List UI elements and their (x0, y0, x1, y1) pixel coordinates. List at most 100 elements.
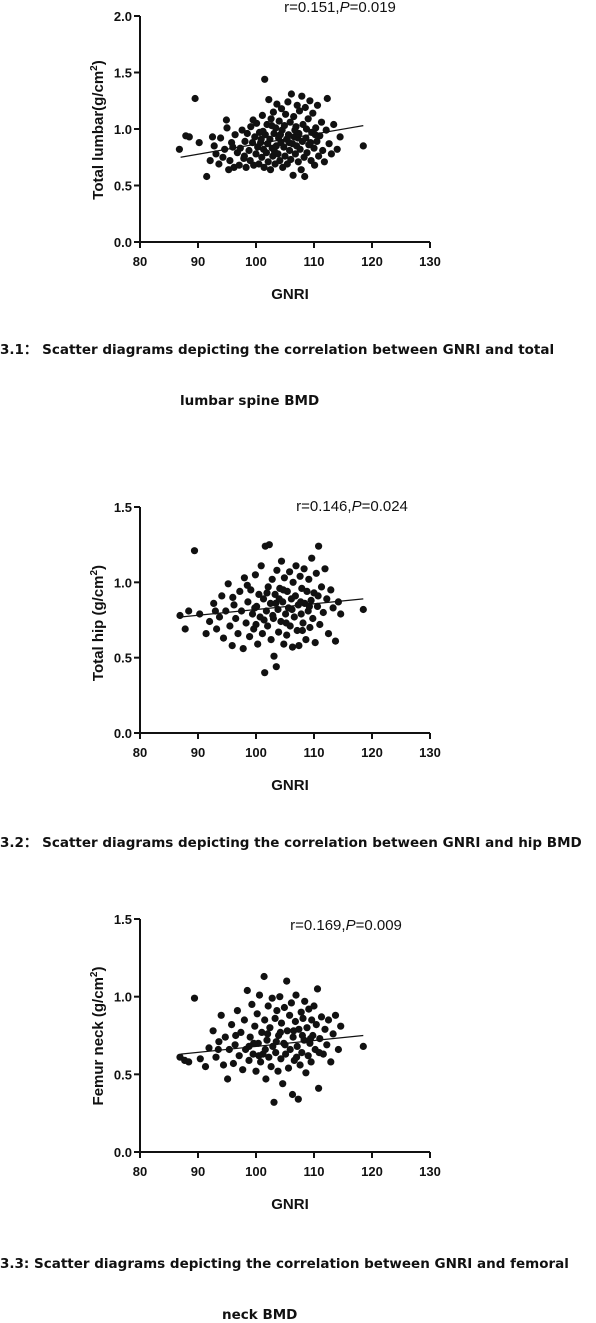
chart-3-data-point-67 (289, 1033, 297, 1041)
chart-1-data-point-64 (276, 157, 284, 165)
chart-3-data-point-50 (273, 1007, 281, 1015)
chart-2-data-point-19 (236, 587, 244, 595)
chart-1-data-point-11 (219, 153, 227, 161)
chart-3-data-point-28 (249, 1050, 257, 1058)
chart-3-data-point-82 (304, 1052, 312, 1060)
chart-1-data-point-63 (275, 117, 283, 125)
chart-1-data-point-60 (273, 100, 281, 108)
chart-2-data-point-80 (302, 636, 310, 644)
chart-3-data-point-20 (237, 1028, 245, 1036)
chart-3-data-point-106 (232, 1031, 240, 1040)
chart-1-data-point-107 (309, 109, 317, 117)
chart-2-data-point-98 (324, 630, 333, 638)
chart-3-data-point-39 (262, 1075, 270, 1083)
chart-3-data-point-103 (337, 1022, 345, 1030)
chart-2-data-point-23 (242, 619, 250, 627)
chart-3-data-point-90 (312, 1021, 320, 1029)
chart-1-data-point-4 (195, 139, 203, 147)
chart-2-data-point-18 (234, 630, 242, 638)
chart-2-data-point-1 (181, 625, 189, 633)
chart-2-data-point-74 (296, 572, 304, 580)
chart-1-data-point-111 (313, 137, 321, 145)
chart-3-data-point-53 (276, 993, 284, 1001)
chart-2-data-point-49 (272, 663, 280, 671)
chart-2-data-point-117 (282, 619, 290, 627)
chart-1-x-tick-label-2: 100 (245, 254, 267, 269)
chart-2-data-point-11 (219, 634, 228, 642)
chart-1-data-point-141 (306, 139, 315, 147)
chart-1-data-point-134 (285, 139, 293, 147)
chart-1-data-point-42 (260, 163, 268, 171)
chart-2-y-tick-label-3: 1.5 (114, 500, 132, 515)
chart-2-x-axis-title: GNRI (271, 777, 309, 794)
chart-2-data-point-83 (305, 575, 313, 583)
chart-3-data-point-93 (316, 1035, 324, 1043)
chart-1-data-point-52 (267, 115, 275, 123)
chart-3-data-point-25 (245, 1056, 253, 1064)
chart-3-data-point-72 (294, 1095, 302, 1103)
chart-2-data-point-96 (321, 565, 329, 573)
chart-1-y-tick-label-4: 2.0 (114, 9, 132, 24)
chart-2-data-point-97 (323, 595, 331, 603)
chart-1-data-point-10 (217, 134, 225, 142)
chart-2-data-point-92 (315, 542, 323, 550)
chart-3-data-point-47 (270, 1098, 278, 1106)
chart-1-x-tick-label-0: 80 (133, 254, 147, 269)
chart-1-y-tick-label-3: 1.5 (114, 66, 132, 81)
chart-3-data-point-116 (261, 1045, 269, 1054)
chart-1-data-point-104 (306, 97, 314, 105)
chart-2-data-point-42 (265, 541, 273, 549)
figure-caption-3-3: 3.3: Scatter diagrams depicting the corr… (0, 1256, 596, 1323)
chart-2-regression-line (180, 598, 364, 618)
chart-3-data-point-13 (224, 1075, 232, 1083)
chart-2-data-point-36 (259, 595, 268, 603)
chart-3-data-point-99 (327, 1058, 335, 1066)
chart-1-x-tick-label-1: 90 (191, 254, 205, 269)
chart-2-data-point-67 (289, 578, 297, 586)
chart-3-data-point-91 (313, 985, 322, 993)
chart-2-data-point-66 (288, 643, 297, 651)
chart-3-data-point-15 (228, 1021, 236, 1029)
chart-3-data-point-33 (255, 991, 264, 999)
chart-3-data-point-102 (334, 1045, 342, 1054)
chart-2-data-point-37 (261, 669, 269, 677)
chart-1-data-point-71 (281, 152, 289, 160)
chart-3-data-point-80 (302, 1069, 310, 1077)
chart-3-data-point-79 (301, 997, 309, 1005)
chart-2-data-point-45 (268, 575, 276, 583)
chart-3-data-point-101 (331, 1011, 340, 1019)
chart-2-data-point-81 (303, 587, 311, 595)
chart-1-data-point-101 (303, 149, 311, 157)
chart-3-correlation-annotation: r=0.169,P=0.009 (290, 917, 402, 934)
chart-2-data-point-59 (282, 610, 290, 618)
chart-1-data-point-132 (268, 122, 276, 130)
chart-1-data-point-138 (271, 148, 279, 156)
chart-2-data-point-35 (258, 630, 266, 638)
chart-3-data-point-11 (219, 1061, 228, 1069)
chart-3-y-tick-label-3: 1.5 (114, 912, 132, 927)
chart-2-data-point-8 (213, 625, 221, 633)
chart-1-data-point-108 (310, 144, 318, 152)
chart-2-data-point-10 (218, 592, 226, 600)
caption-3-3-line-2: neck BMD (222, 1307, 298, 1323)
chart-1-data-point-129 (240, 152, 248, 160)
chart-1-data-point-24 (241, 137, 249, 145)
chart-2-data-point-16 (230, 601, 238, 609)
chart-1-data-point-0 (175, 145, 183, 153)
chart-3-x-tick-label-0: 80 (133, 1164, 147, 1179)
chart-3-data-point-26 (246, 1033, 254, 1041)
chart-1-data-point-140 (291, 126, 299, 134)
chart-2-data-point-103 (337, 610, 345, 618)
scatter-plot-hip: 80 90 100 110 120 130 0.0 0.5 1.0 1.5 GNRI Total hi… (89, 498, 441, 794)
chart-2-data-point-107 (243, 581, 251, 589)
chart-2-data-point-14 (226, 622, 234, 630)
chart-3-data-point-75 (297, 1008, 305, 1016)
chart-3-data-point-100 (329, 1030, 337, 1038)
chart-1-data-point-98 (301, 172, 309, 181)
chart-3-data-point-22 (240, 1016, 248, 1024)
chart-2-data-point-17 (232, 614, 240, 623)
chart-2-data-point-5 (202, 630, 210, 638)
chart-1-data-point-130 (249, 116, 257, 124)
chart-3-data-point-110 (272, 1038, 280, 1046)
caption-3-2-line-1: 3.2： Scatter diagrams depicting the corr… (0, 835, 582, 851)
